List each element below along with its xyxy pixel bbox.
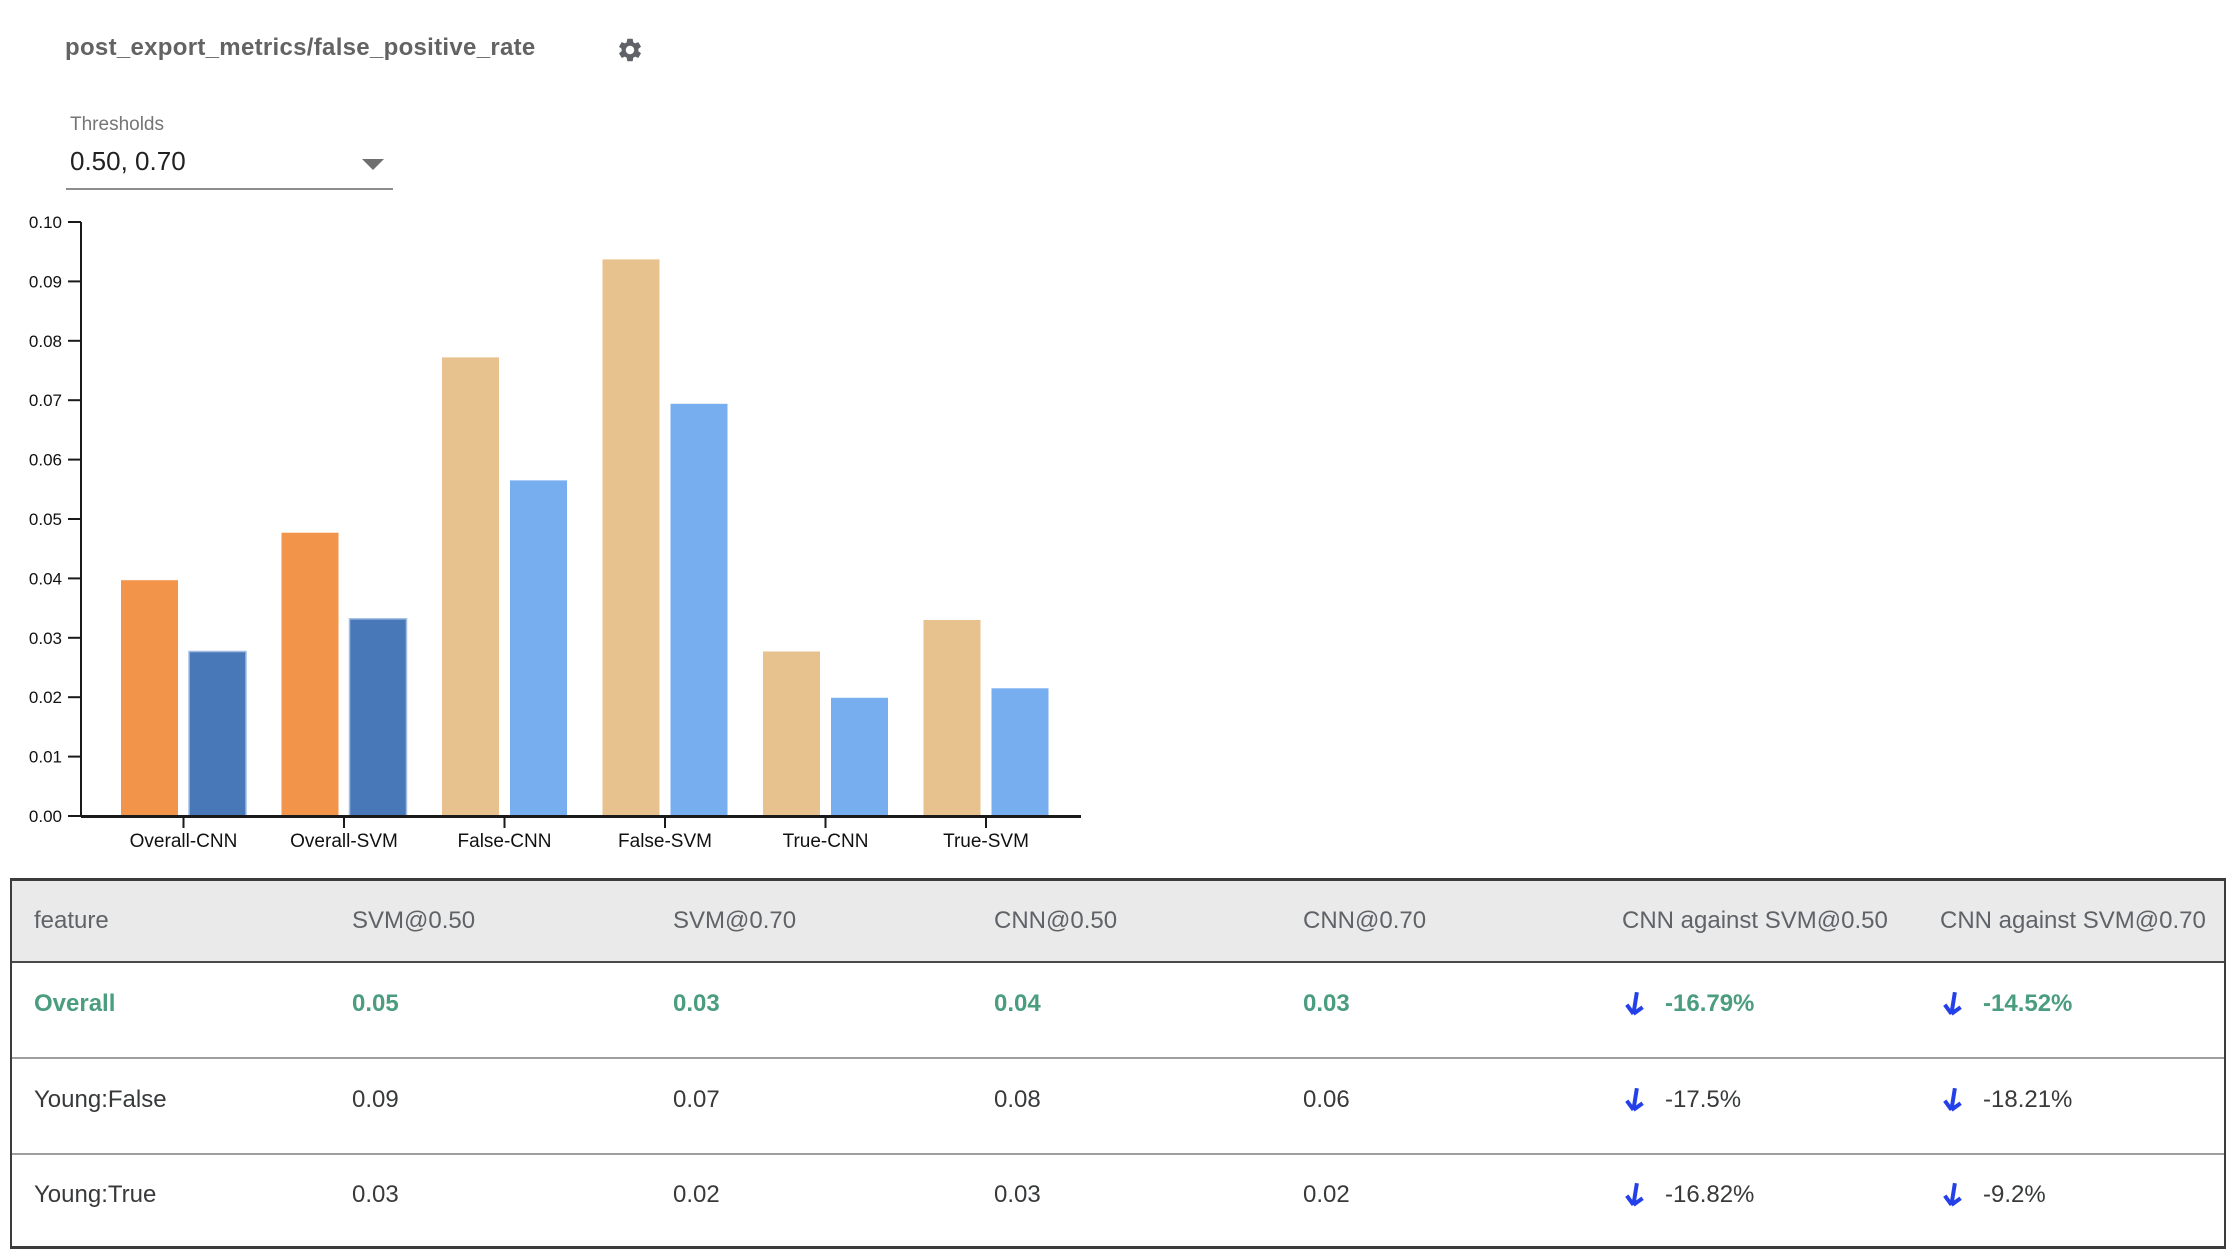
column-header-cnn-0-70: CNN@0.70: [1303, 907, 1427, 934]
y-axis-label: 0.05: [29, 510, 62, 529]
bar-true-cnn-th0.50[interactable]: [763, 651, 820, 817]
y-axis-label: 0.03: [29, 629, 62, 648]
arrow-downward-icon: [1625, 1087, 1644, 1112]
delta-cell-cnn-against-svm-0-70: -18.21%: [1940, 1085, 2224, 1127]
delta-value: -17.5%: [1665, 1086, 1742, 1113]
value-cell-svm-0-70: 0.07: [673, 1086, 720, 1113]
table-row-young-false[interactable]: Young:False 0.09 0.07 0.08 0.06 -17.5% -18.21%: [12, 1059, 2224, 1155]
y-axis-label: 0.01: [29, 748, 62, 767]
value-cell-svm-0-50: 0.03: [352, 1180, 399, 1208]
feature-cell: Young:False: [34, 1086, 167, 1113]
bar-overall-cnn-th0.70[interactable]: [188, 650, 247, 817]
delta-value: -18.21%: [1983, 1086, 2073, 1113]
settings-gear-icon[interactable]: [616, 36, 644, 64]
delta-cell-cnn-against-svm-0-50: -17.5%: [1622, 1085, 1940, 1127]
dropdown-caret-icon: [362, 159, 384, 170]
value-cell-cnn-0-70: 0.03: [1303, 990, 1350, 1017]
bar-false-cnn-th0.50[interactable]: [442, 357, 499, 816]
value-cell-svm-0-70: 0.02: [673, 1180, 720, 1208]
table-row-young-true[interactable]: Young:True 0.03 0.02 0.03 0.02 -16.82% -9.2%: [12, 1155, 2224, 1246]
value-cell-cnn-0-50: 0.08: [994, 1086, 1041, 1113]
delta-cell-cnn-against-svm-0-50: -16.82%: [1622, 1180, 1940, 1222]
arrow-downward-icon: [1943, 1087, 1962, 1112]
thresholds-dropdown[interactable]: Thresholds 0.50, 0.70: [66, 112, 393, 190]
bar-false-cnn-th0.70[interactable]: [510, 480, 567, 816]
arrow-downward-icon: [1943, 991, 1962, 1016]
table-row-overall[interactable]: Overall 0.05 0.03 0.04 0.03 -16.79% -14.52%: [12, 963, 2224, 1059]
delta-value: -16.82%: [1665, 1180, 1755, 1208]
feature-cell: Young:True: [34, 1180, 157, 1208]
x-axis-label: Overall-CNN: [130, 831, 238, 852]
y-axis-label: 0.06: [29, 451, 62, 470]
y-axis-label: 0.08: [29, 332, 62, 351]
y-axis-label: 0.10: [29, 213, 62, 232]
arrow-downward-icon: [1625, 991, 1644, 1016]
value-cell-cnn-0-70: 0.02: [1303, 1180, 1350, 1208]
feature-cell: Overall: [34, 990, 116, 1017]
value-cell-cnn-0-50: 0.04: [994, 990, 1041, 1017]
y-axis-label: 0.09: [29, 272, 62, 291]
bar-false-svm-th0.70[interactable]: [670, 403, 728, 816]
x-axis-label: False-SVM: [618, 831, 712, 852]
y-axis-label: 0.02: [29, 688, 62, 707]
bar-overall-svm-th0.70[interactable]: [348, 618, 408, 817]
column-header-cnn-against-svm-0-70: CNN against SVM@0.70: [1940, 907, 2206, 934]
metric-title: post_export_metrics/false_positive_rate: [65, 34, 536, 61]
metrics-table: feature SVM@0.50 SVM@0.70 CNN@0.50 CNN@0.70 C…: [10, 878, 2226, 1249]
x-axis-label: True-SVM: [943, 831, 1029, 852]
x-axis-label: Overall-SVM: [290, 831, 398, 852]
value-cell-svm-0-70: 0.03: [673, 990, 720, 1017]
bar-true-svm-th0.50[interactable]: [923, 620, 981, 816]
column-header-cnn-against-svm-0-50: CNN against SVM@0.50: [1622, 907, 1888, 934]
false-positive-rate-bar-chart: Overall-CNN Overall-SVM False-CNN False-SVM…: [29, 213, 1081, 852]
value-cell-cnn-0-50: 0.03: [994, 1180, 1041, 1208]
table-header-row: feature SVM@0.50 SVM@0.70 CNN@0.50 CNN@0.70 C…: [12, 881, 2224, 963]
bar-overall-svm-th0.50[interactable]: [281, 532, 339, 816]
y-axis-label: 0.00: [29, 807, 62, 826]
y-axis-label: 0.07: [29, 391, 62, 410]
thresholds-label: Thresholds: [70, 114, 164, 135]
column-header-svm-0-70: SVM@0.70: [673, 907, 797, 934]
column-header-svm-0-50: SVM@0.50: [352, 907, 476, 934]
x-axis-label: True-CNN: [783, 831, 869, 852]
y-axis-label: 0.04: [29, 569, 62, 588]
thresholds-value: 0.50, 0.70: [70, 146, 186, 176]
delta-value: -14.52%: [1983, 990, 2073, 1017]
value-cell-svm-0-50: 0.05: [352, 990, 399, 1017]
bar-true-cnn-th0.70[interactable]: [831, 697, 888, 816]
delta-cell-cnn-against-svm-0-70: -9.2%: [1940, 1180, 2224, 1222]
x-axis-label: False-CNN: [458, 831, 552, 852]
arrow-downward-icon: [1943, 1182, 1962, 1206]
column-header-feature: feature: [34, 907, 109, 934]
delta-cell-cnn-against-svm-0-50: -16.79%: [1622, 989, 1940, 1031]
bar-overall-cnn-th0.50[interactable]: [121, 580, 178, 816]
delta-cell-cnn-against-svm-0-70: -14.52%: [1940, 989, 2224, 1031]
arrow-downward-icon: [1625, 1182, 1644, 1206]
bar-false-svm-th0.50[interactable]: [602, 259, 660, 816]
delta-value: -16.79%: [1665, 990, 1755, 1017]
column-header-cnn-0-50: CNN@0.50: [994, 907, 1118, 934]
value-cell-cnn-0-70: 0.06: [1303, 1086, 1350, 1113]
delta-value: -9.2%: [1983, 1180, 2046, 1208]
value-cell-svm-0-50: 0.09: [352, 1086, 399, 1113]
bar-true-svm-th0.70[interactable]: [991, 688, 1049, 816]
